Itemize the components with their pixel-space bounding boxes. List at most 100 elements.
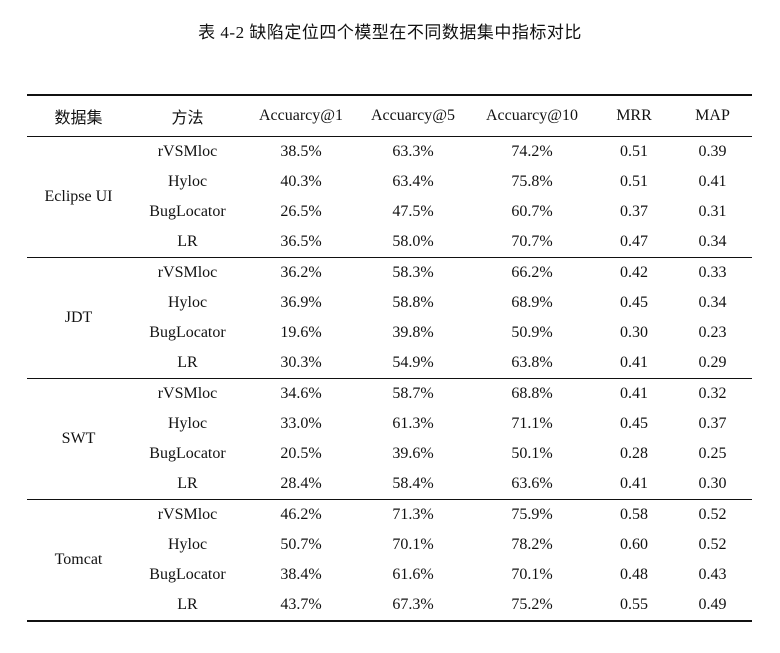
mrr-cell: 0.45	[620, 415, 648, 432]
accuracy-5-cell: 54.9%	[357, 348, 469, 379]
dataset-group-swt: SWT rVSMloc 34.6% 58.7% 68.8% 0.41 0.32 …	[27, 378, 752, 500]
header-accuracy-10: Accuarcy@10	[469, 94, 595, 137]
dataset-cell: Eclipse UI	[27, 136, 130, 258]
map-cell: 0.37	[698, 415, 727, 432]
accuracy-10-cell: 63.8%	[469, 348, 595, 379]
dataset-cell: Tomcat	[27, 499, 130, 622]
accuracy-1-cell: 46.2%	[280, 506, 322, 523]
header-row: 数据集 方法 Accuarcy@1 Accuarcy@5 Accuarcy@10…	[27, 94, 752, 137]
mrr-cell: 0.48	[620, 566, 648, 583]
accuracy-10-cell: 75.2%	[469, 590, 595, 622]
method-cell: LR	[130, 227, 245, 258]
accuracy-5-cell: 58.3%	[392, 264, 434, 281]
accuracy-10-cell: 68.9%	[511, 294, 553, 311]
method-cell: Hyloc	[167, 294, 208, 311]
accuracy-1-cell: 26.5%	[280, 203, 322, 220]
accuracy-10-cell: 75.9%	[511, 506, 553, 523]
accuracy-5-cell: 58.0%	[357, 227, 469, 258]
table-row: Tomcat rVSMloc 46.2% 71.3% 75.9% 0.58 0.…	[27, 499, 752, 622]
accuracy-5-cell: 61.6%	[392, 566, 434, 583]
accuracy-5-cell: 47.5%	[392, 203, 434, 220]
accuracy-10-cell: 71.1%	[511, 415, 553, 432]
method-cell: BugLocator	[149, 445, 226, 462]
accuracy-10-cell: 50.1%	[511, 445, 553, 462]
table-caption: 表 4-2 缺陷定位四个模型在不同数据集中指标对比	[198, 23, 582, 42]
mrr-cell: 0.60	[620, 536, 648, 553]
method-cell: BugLocator	[149, 324, 226, 341]
map-cell: 0.29	[673, 348, 752, 379]
dataset-cell: JDT	[27, 257, 130, 379]
method-cell: rVSMloc	[157, 506, 218, 523]
map-cell: 0.32	[698, 385, 727, 402]
table-row: BugLocator 38.4% 61.6% 70.1% 0.48 0.43	[27, 560, 752, 590]
accuracy-5-cell: 39.8%	[392, 324, 434, 341]
map-cell: 0.23	[698, 324, 727, 341]
accuracy-5-cell: 39.6%	[392, 445, 434, 462]
accuracy-1-cell: 36.2%	[280, 264, 322, 281]
table-row: LR 36.5% 58.0% 70.7% 0.47 0.34	[27, 227, 752, 258]
accuracy-1-cell: 50.7%	[280, 536, 322, 553]
header-dataset: 数据集	[27, 94, 130, 137]
table-row: Eclipse UI rVSMloc 38.5% 63.3% 74.2% 0.5…	[27, 136, 752, 258]
map-cell: 0.25	[698, 445, 727, 462]
map-cell: 0.52	[698, 536, 727, 553]
map-cell: 0.30	[673, 469, 752, 500]
method-cell: LR	[130, 469, 245, 500]
accuracy-10-cell: 68.8%	[511, 385, 553, 402]
accuracy-1-cell: 28.4%	[245, 469, 357, 500]
mrr-cell: 0.37	[620, 203, 648, 220]
table-row: Hyloc 50.7% 70.1% 78.2% 0.60 0.52	[27, 530, 752, 560]
accuracy-1-cell: 19.6%	[280, 324, 322, 341]
accuracy-5-cell: 58.7%	[392, 385, 434, 402]
dataset-cell: SWT	[27, 378, 130, 500]
header-accuracy-5: Accuarcy@5	[357, 94, 469, 137]
header-method: 方法	[130, 94, 245, 137]
accuracy-1-cell: 43.7%	[245, 590, 357, 622]
table-row: BugLocator 19.6% 39.8% 50.9% 0.30 0.23	[27, 318, 752, 348]
mrr-cell: 0.58	[620, 506, 648, 523]
accuracy-5-cell: 70.1%	[392, 536, 434, 553]
mrr-cell: 0.30	[620, 324, 648, 341]
mrr-cell: 0.51	[620, 143, 648, 160]
header-map: MAP	[673, 94, 752, 137]
map-cell: 0.43	[698, 566, 727, 583]
map-cell: 0.52	[698, 506, 727, 523]
mrr-cell: 0.55	[595, 590, 673, 622]
accuracy-5-cell: 63.3%	[392, 143, 434, 160]
dataset-group-eclipse-ui: Eclipse UI rVSMloc 38.5% 63.3% 74.2% 0.5…	[27, 136, 752, 258]
table-row: LR 28.4% 58.4% 63.6% 0.41 0.30	[27, 469, 752, 500]
results-table: 数据集 方法 Accuarcy@1 Accuarcy@5 Accuarcy@10…	[27, 94, 752, 622]
map-cell: 0.34	[673, 227, 752, 258]
table-row: LR 30.3% 54.9% 63.8% 0.41 0.29	[27, 348, 752, 379]
accuracy-10-cell: 75.8%	[511, 173, 553, 190]
accuracy-5-cell: 67.3%	[357, 590, 469, 622]
accuracy-10-cell: 70.7%	[469, 227, 595, 258]
accuracy-5-cell: 58.4%	[357, 469, 469, 500]
table-row: BugLocator 20.5% 39.6% 50.1% 0.28 0.25	[27, 439, 752, 469]
method-cell: LR	[130, 590, 245, 622]
accuracy-1-cell: 20.5%	[280, 445, 322, 462]
accuracy-1-cell: 33.0%	[280, 415, 322, 432]
table-row: Hyloc 40.3% 63.4% 75.8% 0.51 0.41	[27, 167, 752, 197]
mrr-cell: 0.41	[620, 385, 648, 402]
dataset-group-tomcat: Tomcat rVSMloc 46.2% 71.3% 75.9% 0.58 0.…	[27, 499, 752, 622]
accuracy-10-cell: 63.6%	[469, 469, 595, 500]
method-cell: Hyloc	[167, 173, 208, 190]
map-cell: 0.31	[698, 203, 727, 220]
accuracy-10-cell: 78.2%	[511, 536, 553, 553]
accuracy-5-cell: 63.4%	[392, 173, 434, 190]
accuracy-1-cell: 30.3%	[245, 348, 357, 379]
table-row: JDT rVSMloc 36.2% 58.3% 66.2% 0.42 0.33	[27, 257, 752, 379]
mrr-cell: 0.47	[595, 227, 673, 258]
accuracy-10-cell: 66.2%	[511, 264, 553, 281]
accuracy-1-cell: 38.4%	[280, 566, 322, 583]
accuracy-1-cell: 38.5%	[280, 143, 322, 160]
method-cell: rVSMloc	[157, 385, 218, 402]
method-cell: rVSMloc	[157, 143, 218, 160]
accuracy-5-cell: 61.3%	[392, 415, 434, 432]
mrr-cell: 0.45	[620, 294, 648, 311]
map-cell: 0.49	[673, 590, 752, 622]
accuracy-1-cell: 40.3%	[280, 173, 322, 190]
accuracy-1-cell: 34.6%	[280, 385, 322, 402]
accuracy-5-cell: 71.3%	[392, 506, 434, 523]
